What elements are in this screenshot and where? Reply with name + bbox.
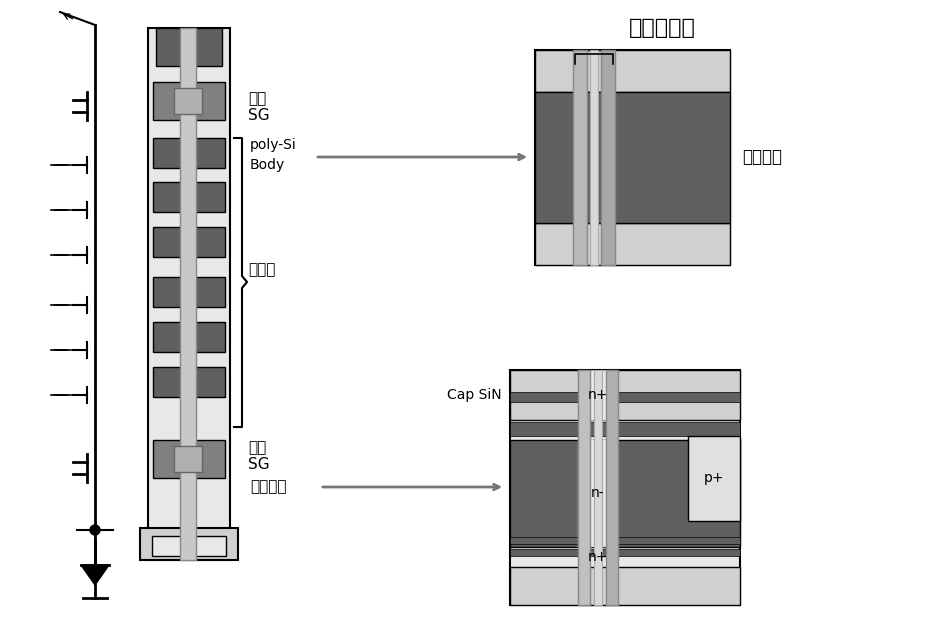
Text: 下部
SG: 下部 SG [248,440,270,472]
Bar [153,138,225,168]
Bar [606,370,618,605]
Bar [153,277,225,307]
Bar [153,440,225,478]
Bar [573,50,587,265]
Text: 上部
SG: 上部 SG [248,91,270,123]
Bar [535,223,730,265]
Bar [174,88,202,114]
Text: poly-Si: poly-Si [250,138,297,152]
Bar [590,50,598,265]
Text: n+: n+ [588,550,608,564]
Bar [153,182,225,212]
Bar [510,422,740,436]
Bar [510,370,740,420]
Bar [180,28,196,560]
Text: 电荷捕获层: 电荷捕获层 [629,18,696,38]
Text: n-: n- [591,486,604,500]
Bar [535,50,730,92]
Bar [510,392,740,402]
Bar [153,227,225,257]
Bar [688,436,740,521]
Bar [152,536,226,556]
Bar [535,92,730,223]
Bar [594,370,602,605]
Bar [174,446,202,472]
Bar [535,50,730,265]
Bar [148,28,230,560]
Text: 控制栅: 控制栅 [248,263,275,278]
Bar [153,367,225,397]
Circle shape [90,525,100,535]
Bar [510,567,740,605]
Bar [153,82,225,120]
Bar [140,528,238,560]
Bar [153,322,225,352]
Bar [510,440,740,547]
Bar [578,370,590,605]
Text: n+: n+ [588,388,608,402]
Bar [578,370,618,420]
Text: p+: p+ [704,471,724,485]
Polygon shape [81,565,109,585]
Text: 多晶硅栅: 多晶硅栅 [250,479,286,494]
Bar [578,440,618,547]
Bar [601,50,615,265]
Bar [510,537,740,544]
Bar [156,28,222,66]
Text: 多晶硅栅: 多晶硅栅 [742,148,782,166]
Bar [510,370,740,605]
Bar [510,549,740,556]
Text: Body: Body [250,158,286,172]
Text: Cap SiN: Cap SiN [447,388,502,402]
